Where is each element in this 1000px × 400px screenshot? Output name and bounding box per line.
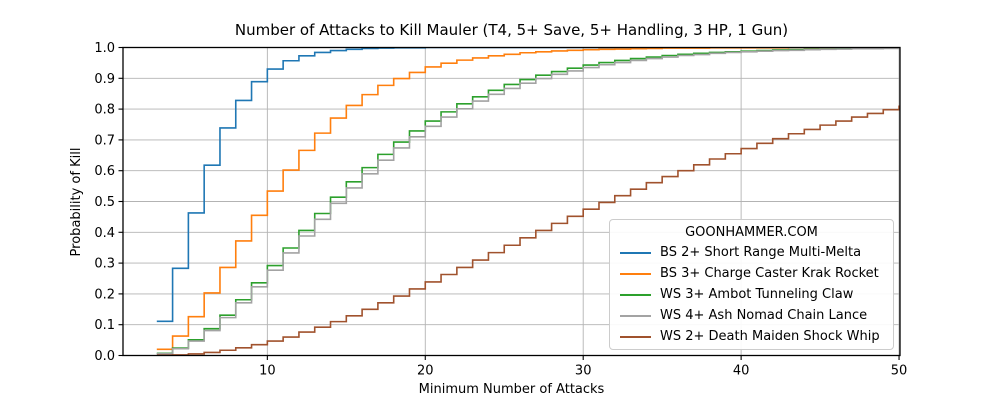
y-tick-label: 0.0 (94, 349, 115, 364)
y-tick-label: 0.9 (94, 72, 115, 87)
y-tick-label: 0.8 (94, 103, 115, 118)
legend-label: BS 2+ Short Range Multi-Melta (660, 245, 862, 260)
legend-swatch (620, 272, 651, 275)
legend-label: WS 4+ Ash Nomad Chain Lance (660, 308, 868, 323)
y-tick-label: 0.7 (94, 133, 115, 148)
legend-item: WS 3+ Ambot Tunneling Claw (610, 284, 893, 305)
y-tick-label: 0.5 (94, 195, 115, 210)
x-axis-label: Minimum Number of Attacks (418, 382, 605, 397)
legend-item: WS 2+ Death Maiden Shock Whip (610, 326, 893, 347)
legend-item: WS 4+ Ash Nomad Chain Lance (610, 305, 893, 326)
y-tick-label: 0.2 (94, 287, 115, 302)
series-line (156, 105, 900, 356)
y-tick-label: 0.6 (94, 164, 115, 179)
legend-swatch (620, 314, 651, 317)
legend-items: BS 2+ Short Range Multi-Melta BS 3+ Charg… (610, 242, 893, 347)
x-tick-label: 30 (575, 364, 592, 379)
y-tick-label: 0.1 (94, 318, 115, 333)
series-line (156, 47, 900, 355)
legend: GOONHAMMER.COM BS 2+ Short Range Multi-M… (609, 219, 894, 350)
x-tick-label: 50 (891, 364, 908, 379)
legend-item: BS 2+ Short Range Multi-Melta (610, 242, 893, 263)
y-tick-label: 0.3 (94, 257, 115, 272)
chart-title: Number of Attacks to Kill Mauler (T4, 5+… (234, 21, 789, 39)
x-tick-label: 10 (259, 364, 276, 379)
y-tick-label: 1.0 (94, 41, 115, 56)
legend-swatch (620, 251, 651, 254)
legend-label: BS 3+ Charge Caster Krak Rocket (660, 266, 879, 281)
x-tick-label: 20 (417, 364, 434, 379)
legend-swatch (620, 293, 651, 296)
legend-label: WS 3+ Ambot Tunneling Claw (660, 287, 854, 302)
legend-title: GOONHAMMER.COM (685, 225, 818, 240)
y-tick-label: 0.4 (94, 226, 115, 241)
legend-label: WS 2+ Death Maiden Shock Whip (660, 329, 880, 344)
y-axis-label: Probability of Kill (69, 147, 84, 257)
legend-item: BS 3+ Charge Caster Krak Rocket (610, 263, 893, 284)
legend-swatch (620, 335, 651, 338)
x-tick-label: 40 (733, 364, 750, 379)
